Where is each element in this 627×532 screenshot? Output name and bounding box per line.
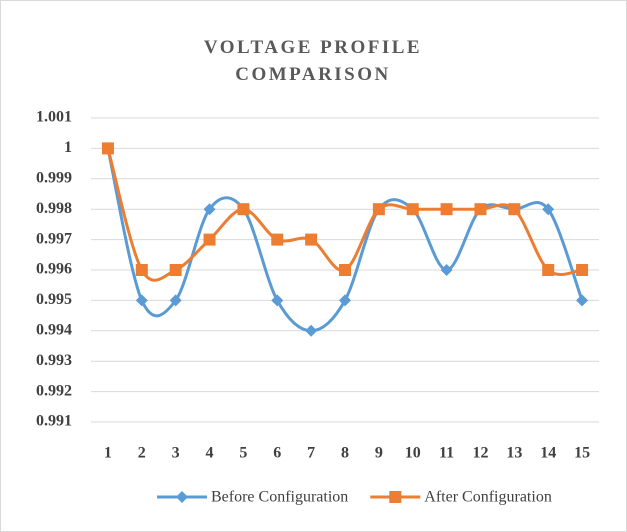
y-tick-label: 0.995 [36,291,72,308]
x-tick-label: 8 [341,445,349,462]
marker [271,294,284,307]
y-tick-label: 0.997 [36,230,72,247]
x-tick-label: 9 [375,445,383,462]
y-tick-label: 0.991 [36,413,72,430]
marker [372,203,385,216]
y-tick-label: 0.992 [36,382,72,399]
marker [440,264,453,276]
y-tick-label: 1.001 [36,109,72,126]
marker [169,264,182,276]
y-tick-label: 0.993 [36,352,72,369]
marker [339,294,351,307]
x-tick-label: 11 [439,445,454,462]
x-tick-label: 6 [273,445,281,462]
legend-label: Before Configuration [211,489,348,506]
x-tick-label: 15 [574,445,590,462]
marker [176,491,188,503]
marker [542,264,555,276]
marker [305,324,318,337]
x-tick-label: 4 [206,445,214,462]
x-tick-label: 10 [405,445,421,462]
marker [542,203,555,216]
marker [576,264,589,276]
legend-label: After Configuration [424,489,552,506]
marker [406,203,419,216]
marker [389,491,402,503]
marker [203,203,216,216]
marker [305,233,318,246]
y-tick-label: 0.994 [36,321,72,338]
x-tick-label: 5 [239,445,247,462]
marker [101,142,114,155]
x-tick-label: 1 [104,445,112,462]
marker [576,294,589,307]
x-tick-label: 2 [138,445,146,462]
x-tick-label: 12 [472,445,488,462]
x-tick-label: 7 [307,445,315,462]
x-tick-label: 13 [506,445,522,462]
marker [237,203,250,216]
y-tick-label: 0.999 [36,169,72,186]
marker [474,203,487,216]
y-tick-label: 1 [64,139,72,156]
marker [203,233,216,246]
marker [508,203,521,216]
x-tick-label: 14 [540,445,556,462]
x-tick-label: 3 [172,445,180,462]
marker [135,294,148,307]
y-tick-label: 0.996 [36,261,72,278]
marker [135,264,148,276]
marker [440,203,453,216]
marker [271,233,284,246]
marker [339,264,351,276]
y-tick-label: 0.998 [36,200,72,217]
marker [169,294,182,307]
chart-title: VOLTAGE PROFILE COMPARISON [203,37,423,85]
